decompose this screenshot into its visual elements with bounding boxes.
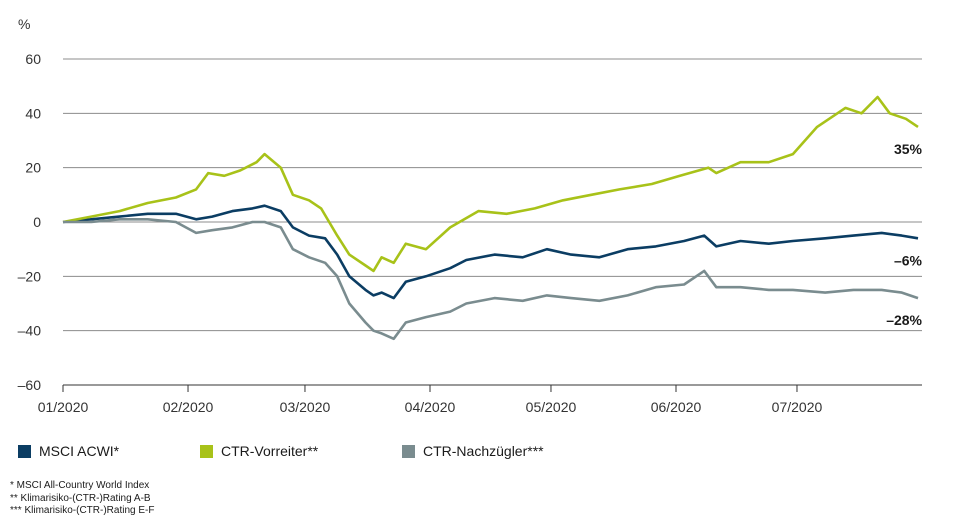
legend-label: CTR-Vorreiter** [221,443,319,459]
legend-swatch [402,444,415,458]
gridlines [63,58,922,332]
end-label-1: 35% [894,141,923,157]
y-tick-label: 20 [25,160,41,176]
y-axis: % 60 40 20 0 –20 –40 –60 [18,16,42,393]
footnote: ** Klimarisiko-(CTR-)Rating A-B [10,492,151,504]
series-line-2 [63,218,919,341]
x-tick-label: 06/2020 [651,399,702,415]
y-unit-label: % [18,16,30,32]
legend-item-0: MSCI ACWI* [18,443,178,459]
legend-swatch [200,444,213,458]
x-tick-label: 03/2020 [280,399,331,415]
end-label-2: –28% [886,312,922,328]
series-line-0 [62,204,919,300]
footnote: * MSCI All-Country World Index [10,480,150,491]
y-tick-label: –20 [18,268,42,284]
y-tick-label: 60 [25,51,41,67]
legend-label: MSCI ACWI* [39,443,120,459]
y-tick-label: 0 [33,214,41,230]
legend-label: CTR-Nachzügler*** [423,443,544,459]
x-axis: 01/2020 02/2020 03/2020 04/2020 05/2020 06/20… [38,384,922,415]
x-tick-label: 05/2020 [526,399,577,415]
series-line-1 [62,95,919,273]
x-tick-label: 01/2020 [38,399,89,415]
end-labels: –6% 35% –28% [886,141,922,328]
y-tick-label: –40 [18,323,42,339]
y-tick-label: –60 [18,377,42,393]
x-tick-label: 04/2020 [405,399,456,415]
legend: MSCI ACWI* CTR-Vorreiter** CTR-Nachzügler*… [18,443,624,459]
y-tick-label: 40 [25,105,41,121]
legend-swatch [18,444,31,458]
legend-item-1: CTR-Vorreiter** [200,443,380,459]
end-label-0: –6% [894,252,923,268]
x-tick-label: 02/2020 [163,399,214,415]
legend-item-2: CTR-Nachzügler*** [402,443,602,459]
footnotes: * MSCI All-Country World Index ** Klimar… [10,480,154,518]
series-lines [62,95,919,341]
x-tick-label: 07/2020 [772,399,823,415]
footnote: *** Klimarisiko-(CTR-)Rating E-F [10,505,155,516]
